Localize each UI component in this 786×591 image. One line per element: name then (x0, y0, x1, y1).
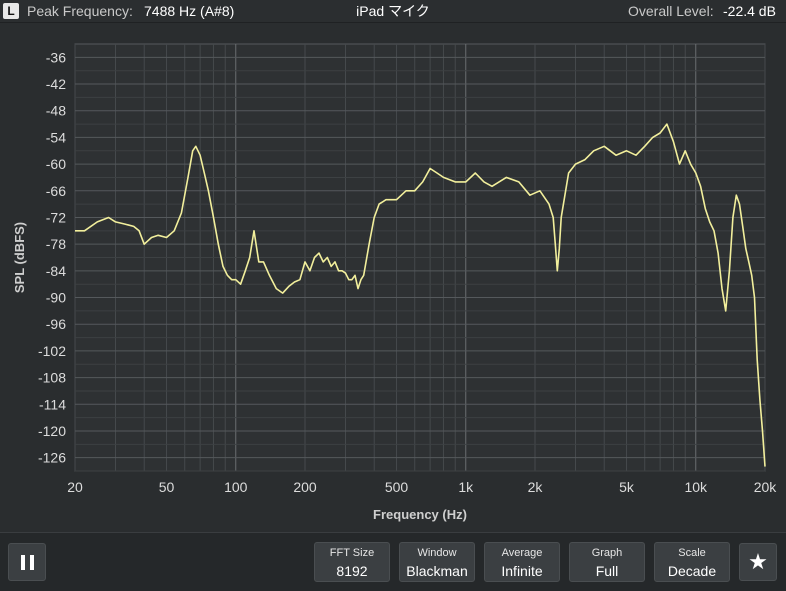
x-tick-label: 100 (224, 479, 248, 495)
x-tick-label: 1k (458, 479, 474, 495)
x-tick-label: 20k (754, 479, 778, 495)
y-axis-label: SPL (dBFS) (12, 222, 27, 293)
scale-value: Decade (667, 563, 717, 579)
average-value: Infinite (501, 563, 543, 579)
x-tick-label: 2k (528, 479, 544, 495)
y-axis-ticks: -36 -42 -48 -54 -60 -66 -72 -78 -84 -90 -96 -102 -10… (38, 49, 66, 465)
star-icon: ★ (748, 549, 768, 574)
window-value: Blackman (406, 563, 468, 579)
y-tick-label: -42 (46, 76, 66, 92)
graph-value: Full (595, 563, 619, 579)
x-axis-label: Frequency (Hz) (373, 507, 467, 522)
window-button[interactable]: Window Blackman (399, 542, 475, 582)
x-tick-label: 5k (619, 479, 635, 495)
y-tick-label: -102 (38, 343, 66, 359)
y-tick-label: -90 (46, 290, 66, 306)
overall-level-label: Overall Level: (628, 3, 714, 19)
fft-size-value: 8192 (336, 563, 368, 579)
peak-frequency-value: 7488 Hz (A#8) (144, 3, 235, 19)
scale-title: Scale (678, 547, 706, 559)
graph-button[interactable]: Graph Full (569, 542, 645, 582)
channel-badge[interactable]: L (3, 3, 19, 19)
spectrum-chart[interactable]: -36 -42 -48 -54 -60 -66 -72 -78 -84 -90 -96 -102 -10… (0, 22, 786, 532)
y-tick-label: -78 (46, 236, 66, 252)
y-tick-label: -120 (38, 423, 66, 439)
y-tick-label: -84 (46, 263, 66, 279)
graph-title: Graph (591, 547, 623, 559)
peak-frequency-label: Peak Frequency: (27, 3, 133, 19)
grid (74, 44, 766, 472)
x-tick-label: 200 (293, 479, 317, 495)
y-tick-label: -54 (46, 129, 66, 145)
y-tick-label: -36 (46, 49, 66, 65)
status-bar: L Peak Frequency: 7488 Hz (A#8) iPad マイク… (0, 0, 786, 23)
x-tick-label: 50 (159, 479, 175, 495)
average-button[interactable]: Average Infinite (484, 542, 560, 582)
pause-button[interactable] (8, 543, 46, 581)
fft-size-title: FFT Size (329, 547, 375, 559)
y-tick-label: -66 (46, 183, 66, 199)
favorite-button[interactable]: ★ (739, 543, 777, 581)
control-bar: FFT Size 8192 Window Blackman Average In… (0, 532, 786, 591)
spectrum-trace (75, 123, 766, 467)
average-title: Average (501, 547, 543, 559)
y-tick-label: -108 (38, 370, 66, 386)
y-tick-label: -114 (39, 396, 66, 412)
overall-level-value: -22.4 dB (723, 3, 776, 19)
y-tick-label: -126 (38, 450, 66, 466)
fft-size-button[interactable]: FFT Size 8192 (314, 542, 390, 582)
x-tick-label: 20 (67, 479, 83, 495)
y-tick-label: -96 (46, 316, 66, 332)
y-tick-label: -60 (46, 156, 66, 172)
y-tick-label: -48 (46, 103, 66, 119)
window-title: Window (417, 547, 457, 559)
x-tick-label: 10k (684, 479, 708, 495)
x-axis-ticks: 20 50 100 200 500 1k 2k 5k 10k 20k (67, 479, 777, 495)
y-tick-label: -72 (46, 209, 66, 225)
scale-button[interactable]: Scale Decade (654, 542, 730, 582)
x-tick-label: 500 (385, 479, 409, 495)
